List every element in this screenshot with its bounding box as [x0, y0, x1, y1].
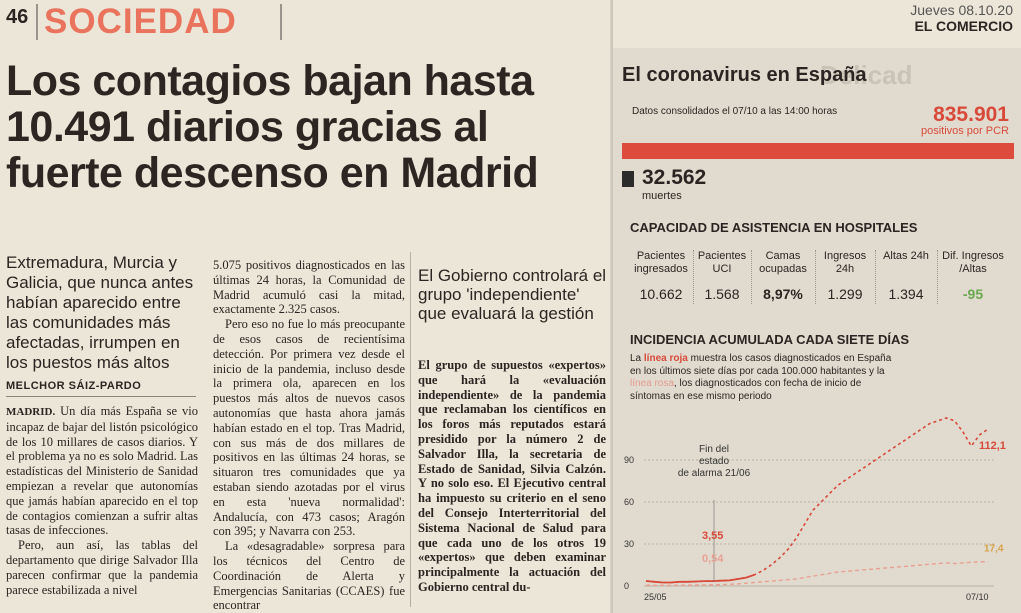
paragraph: La «desagradable» sorpresa para los técn…: [213, 539, 405, 613]
desc-text: muestra los casos diagnosticados en Espa…: [630, 353, 892, 377]
incidence-title: INCIDENCIA ACUMULADA CADA SIETE DÍAS: [630, 332, 910, 347]
pink-line-legend: línea rosa: [630, 378, 674, 389]
x-tick-label: 25/05: [644, 592, 667, 602]
red-line-legend: línea roja: [643, 353, 688, 364]
sidebar-body: El grupo de supuestos «expertos» que har…: [418, 358, 606, 594]
column-rule: [410, 252, 411, 607]
red-start-label: 3,55: [702, 530, 723, 542]
stat-value-highlight: 8,97%: [763, 286, 803, 302]
positives-bar: [622, 143, 1014, 159]
data-timestamp: Datos consolidados el 07/10 a las 14:00 …: [632, 106, 838, 117]
page-fold: [610, 0, 613, 613]
pcr-positive-label: positivos por PCR: [920, 125, 1009, 137]
incidence-description: La línea roja muestra los casos diagnost…: [630, 353, 895, 403]
stat-divider: [937, 250, 938, 304]
stat-value: 1.299: [827, 286, 863, 302]
y-tick-label: 0: [624, 581, 629, 591]
deaths-count: 32.562: [642, 166, 707, 189]
byline: MELCHOR SÁIZ-PARDO: [6, 380, 142, 392]
pcr-positive-count: 835.901: [933, 103, 1009, 126]
stat-label: Dif. Ingresos /Altas: [942, 250, 1004, 275]
stat-value: 1.394: [888, 286, 924, 302]
paragraph-text: Un día más España se vio incapaz de baja…: [6, 404, 198, 538]
paragraph: Pero eso no fue lo más preocupante de es…: [213, 317, 405, 539]
pink-start-label: 0,54: [702, 553, 724, 565]
paragraph: 5.075 positivos diagnosticados en las úl…: [213, 258, 405, 317]
y-tick-label: 30: [624, 539, 634, 549]
series-line: [645, 560, 989, 586]
main-headline: Los contagios bajan hasta 10.491 diarios…: [6, 57, 539, 197]
desc-text: La: [630, 353, 644, 364]
dateline: MADRID.: [6, 406, 56, 418]
stat-value: 10.662: [639, 286, 683, 302]
paragraph: Pero, aun así, las tablas del departamen…: [6, 538, 198, 597]
x-tick-label: 07/10: [966, 592, 989, 602]
deaths-label: muertes: [642, 190, 682, 202]
annotation-text: Fin del: [699, 444, 729, 455]
paragraph: MADRID. Un día más España se vio incapaz…: [6, 404, 198, 538]
stat-label: Altas 24h: [883, 250, 929, 262]
subheadline: Extremadura, Murcia y Galicia, que nunca…: [6, 253, 194, 372]
newspaper-name: EL COMERCIO: [914, 18, 1013, 34]
article-column-2: 5.075 positivos diagnosticados en las úl…: [213, 258, 405, 613]
hospital-capacity-title: CAPACIDAD DE ASISTENCIA EN HOSPITALES: [630, 220, 918, 235]
desc-text: , los diagnosticados con fecha de inicio…: [630, 378, 862, 402]
bleed-through-text: Delicad: [820, 60, 913, 90]
stat-value: 1.568: [704, 286, 740, 302]
series-line: [645, 417, 989, 584]
stat-divider: [875, 250, 876, 304]
y-tick-label: 90: [624, 455, 634, 465]
series-line-solid: [645, 573, 755, 584]
stat-label: Camas ocupadas: [759, 250, 807, 275]
stat-divider: [751, 250, 752, 304]
stat-label: Ingresos 24h: [823, 250, 867, 275]
annotation-text: de alarma 21/06: [678, 468, 751, 479]
sidebar-headline: El Gobierno controlará el grupo 'indepen…: [418, 266, 607, 323]
stat-divider: [815, 250, 816, 304]
stat-value-difference: -95: [962, 286, 984, 302]
stat-label: Pacientes UCI: [697, 250, 747, 275]
y-tick-label: 60: [624, 497, 634, 507]
red-end-label: 112,1: [979, 440, 1006, 452]
page-number: 46: [6, 6, 29, 28]
background-photo: [612, 48, 1021, 613]
byline-rule: [6, 396, 196, 397]
annotation-text: estado: [699, 456, 729, 467]
section-title: SOCIEDAD: [44, 2, 237, 41]
infographic-title: El coronavirus en España: [622, 64, 867, 86]
header-divider: [280, 4, 282, 40]
article-column-1: MADRID. Un día más España se vio incapaz…: [6, 404, 198, 597]
header-divider: [36, 4, 38, 40]
deaths-marker: [622, 171, 634, 187]
pink-end-label: 17,4: [984, 544, 1004, 555]
issue-date: Jueves 08.10.20: [910, 2, 1013, 18]
stat-divider: [693, 250, 694, 304]
stat-label: Pacientes ingresados: [634, 250, 688, 275]
